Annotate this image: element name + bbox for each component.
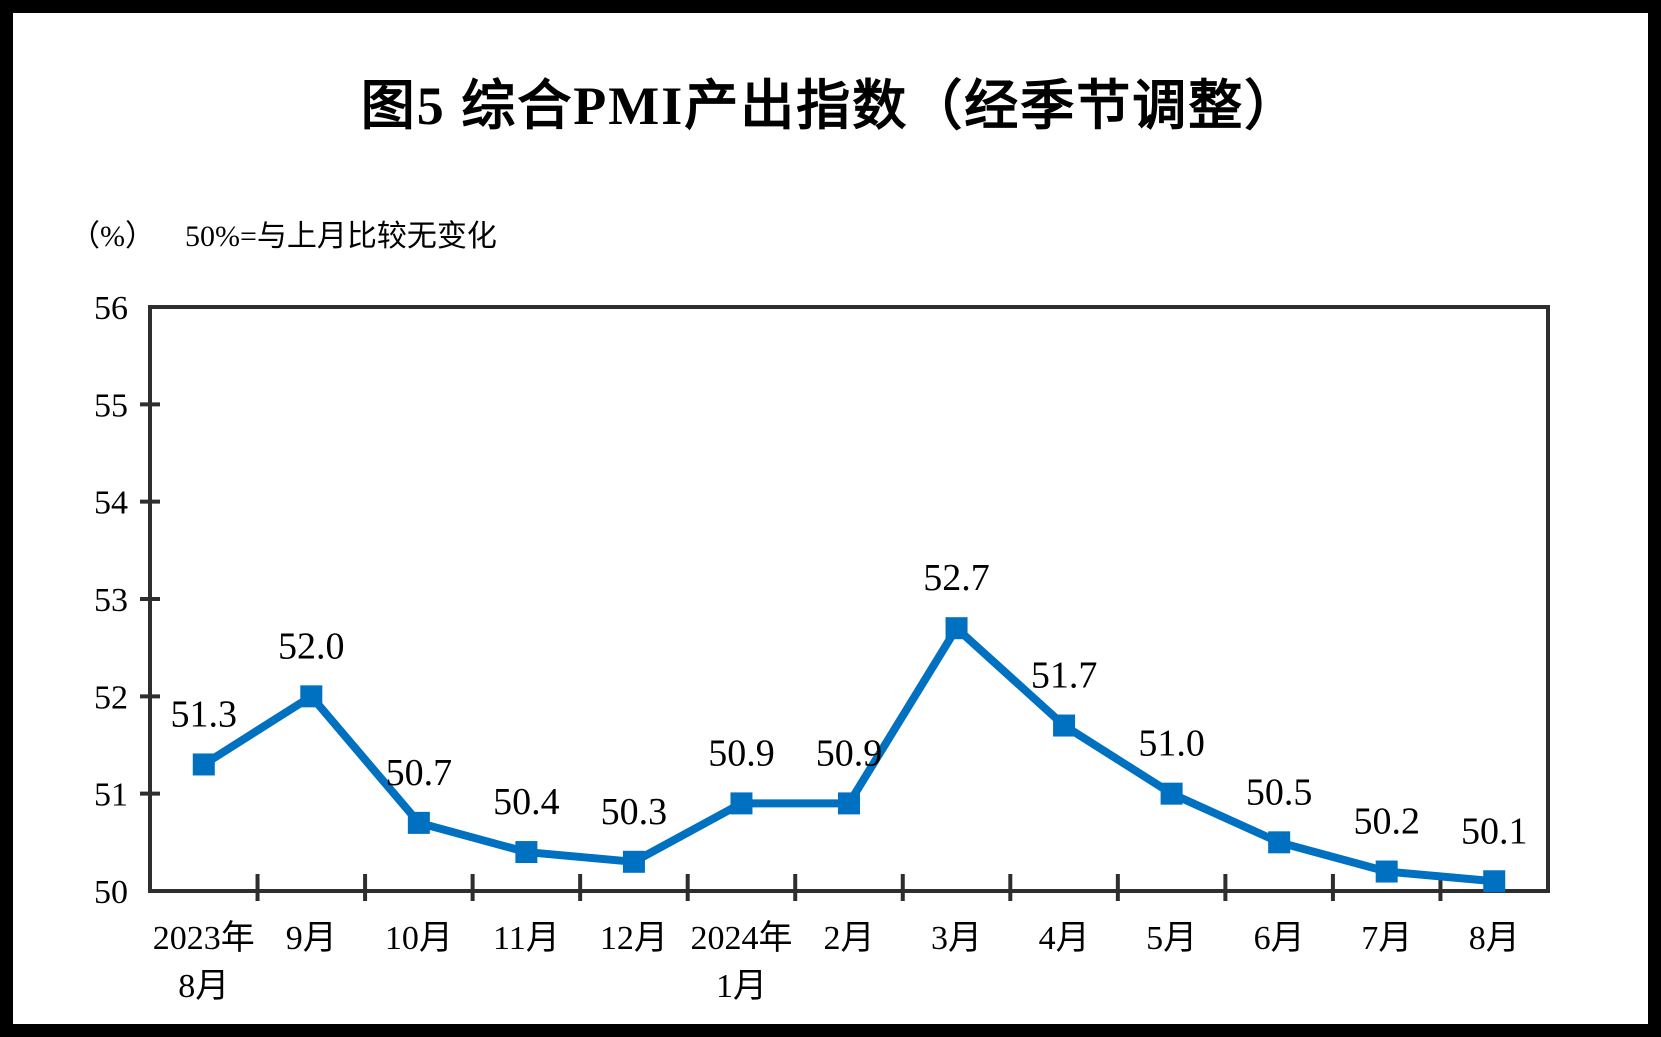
pmi-line-chart: 50 51 52 53 54 55 56 2023年 8月 9月 10月 11月 12月 2024年 1月… [94,290,1550,1005]
x-axis-label: 3月 [931,920,982,957]
y-axis-tick-label: 52 [94,679,128,716]
x-axis-label: 2023年 [153,919,255,957]
data-point-marker [1053,714,1076,737]
data-label: 50.7 [386,752,453,794]
data-label: 52.0 [278,625,345,667]
data-label: 50.1 [1461,810,1528,852]
data-label: 50.2 [1353,801,1420,843]
data-labels-group: 51.3 52.0 50.7 50.4 50.3 50.9 50.9 52.7 51.7 51.0… [171,557,1528,852]
axis-note: （%） 50%=与上月比较无变化 [70,211,497,255]
data-point-marker [407,811,430,834]
data-point-marker [192,753,215,776]
axis-ticks-group [140,402,1443,901]
data-point-marker [945,617,968,640]
x-axis-label: 11月 [493,920,560,957]
y-axis-unit-label: （%） [70,220,155,253]
data-label: 51.7 [1031,655,1098,697]
y-axis-tick-label: 54 [94,485,128,522]
data-label: 50.3 [601,791,668,833]
x-axis-label-line2: 1月 [716,968,767,1005]
x-axis-label: 10月 [385,920,453,957]
data-label: 51.3 [171,693,238,735]
data-point-marker [838,792,860,815]
chart-title: 图5 综合PMI产出指数（经季节调整） [360,76,1301,136]
y-axis-tick-label: 55 [94,387,128,424]
data-point-marker [1375,860,1398,883]
series-markers-group [192,617,1506,893]
data-point-marker [1268,831,1291,854]
y-axis-tick-label: 51 [94,777,128,814]
data-point-marker [300,685,323,708]
data-label: 52.7 [923,557,990,599]
x-axis-label: 4月 [1039,920,1090,957]
y-axis-tick-label: 50 [94,874,128,911]
data-label: 51.0 [1138,723,1205,765]
data-label: 50.5 [1246,771,1313,813]
x-axis-label: 2024年 [690,919,792,957]
data-label: 50.9 [816,732,883,774]
data-point-marker [515,841,538,864]
y-axis-tick-label: 53 [94,582,128,619]
x-axis-label: 9月 [286,920,337,957]
x-axis-label: 8月 [1469,920,1520,957]
reference-note: 50%=与上月比较无变化 [185,220,497,253]
y-axis-tick-label: 56 [94,290,128,327]
x-axis-label: 5月 [1146,920,1197,957]
x-axis-label: 12月 [600,920,668,957]
data-point-marker [1160,782,1183,805]
x-axis-label: 2月 [824,920,875,957]
x-axis-label-line2: 8月 [178,968,229,1005]
data-point-marker [1483,870,1506,893]
x-axis-labels-group: 2023年 8月 9月 10月 11月 12月 2024年 1月 2月 3月 4月 5月 6月 7月 8月 [153,919,1520,1005]
y-axis-labels-group: 50 51 52 53 54 55 56 [94,290,128,911]
x-axis-label: 6月 [1254,920,1305,957]
data-point-marker [730,792,753,815]
x-axis-label: 7月 [1361,920,1412,957]
data-point-marker [622,850,645,873]
data-label: 50.4 [493,781,560,823]
data-label: 50.9 [708,732,775,774]
